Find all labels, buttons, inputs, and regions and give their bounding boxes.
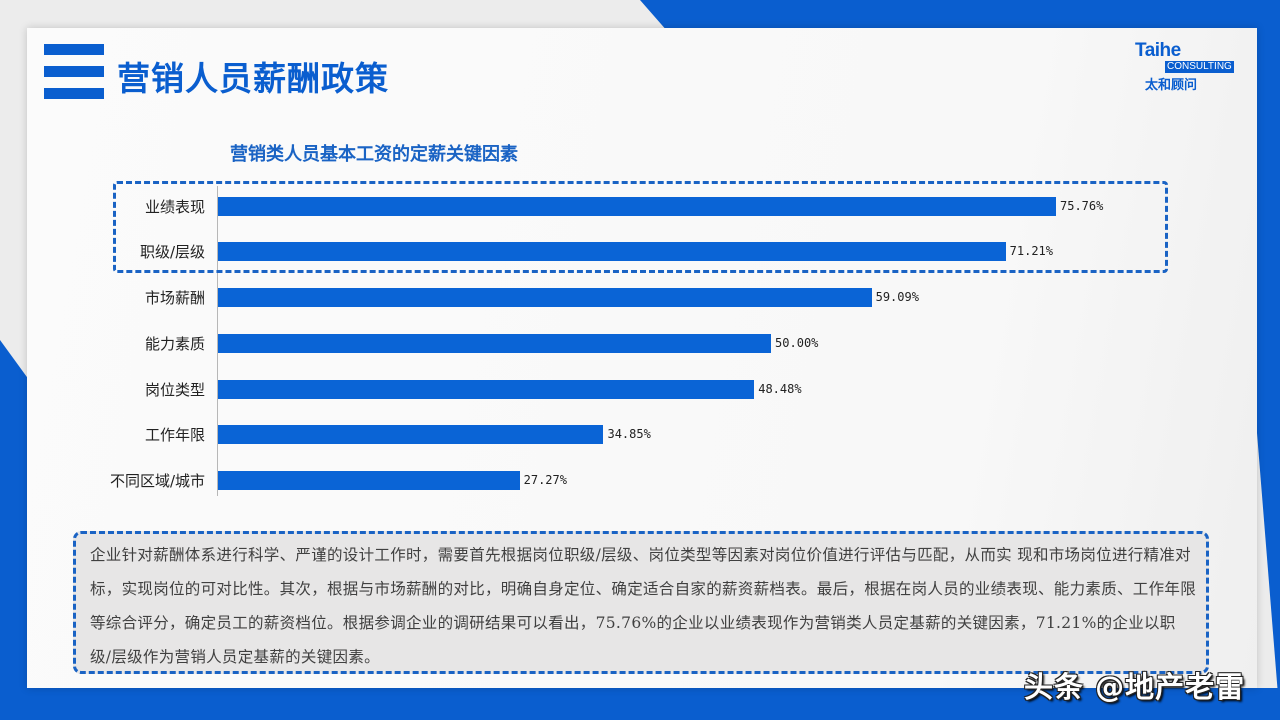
bar-row: 不同区域/城市 27.27% <box>27 471 1257 491</box>
bar <box>218 288 872 307</box>
bar-row: 业绩表现 75.76% <box>27 197 1257 217</box>
bar-row: 能力素质 50.00% <box>27 334 1257 354</box>
bar-label: 业绩表现 <box>144 198 205 216</box>
bar <box>218 471 520 490</box>
bar-value-label: 75.76% <box>1060 199 1104 213</box>
bar-value-label: 27.27% <box>523 473 567 487</box>
bar-label: 不同区域/城市 <box>109 472 205 490</box>
summary-box: 企业针对薪酬体系进行科学、严谨的设计工作时，需要首先根据岗位职级/层级、岗位类型… <box>73 531 1209 674</box>
slide: 营销人员薪酬政策 Taihe CONSULTING 太和顾问 营销类人员基本工资… <box>27 28 1257 688</box>
bar-value-label: 71.21% <box>1009 244 1054 258</box>
highlight-box <box>113 181 1168 273</box>
summary-text: 企业针对薪酬体系进行科学、严谨的设计工作时，需要首先根据岗位职级/层级、岗位类型… <box>90 546 1197 666</box>
logo-brand: Taihe <box>1135 40 1181 61</box>
bar-value-label: 48.48% <box>758 382 802 396</box>
bar-value-label: 50.00% <box>775 336 819 350</box>
bar <box>218 334 772 353</box>
watermark: 头条 @地产老雷 <box>1024 670 1246 704</box>
logo: Taihe CONSULTING 太和顾问 <box>1135 40 1245 93</box>
logo-sub: CONSULTING <box>1165 61 1234 73</box>
bar-label: 职级/层级 <box>139 243 205 261</box>
bar <box>218 197 1056 216</box>
bar <box>218 380 755 399</box>
bar-label: 能力素质 <box>144 335 205 353</box>
bar-label: 岗位类型 <box>144 381 205 399</box>
bar-row: 岗位类型 48.48% <box>27 380 1257 400</box>
y-axis-line <box>217 186 218 496</box>
bar-row: 职级/层级 71.21% <box>27 242 1257 262</box>
bar-label: 市场薪酬 <box>144 289 205 307</box>
bar-row: 工作年限 34.85% <box>27 425 1257 445</box>
background-accent-bottom <box>0 688 1280 720</box>
title-bars-icon <box>44 44 104 99</box>
bar-value-label: 59.09% <box>875 290 919 304</box>
bar <box>218 242 1006 261</box>
bar-value-label: 34.85% <box>607 427 651 441</box>
bar <box>218 425 604 444</box>
bar-label: 工作年限 <box>144 426 205 444</box>
logo-cn: 太和顾问 <box>1145 78 1198 93</box>
bar-row: 市场薪酬 59.09% <box>27 288 1257 308</box>
page-title: 营销人员薪酬政策 <box>117 59 389 98</box>
chart-title: 营销类人员基本工资的定薪关键因素 <box>230 144 518 165</box>
